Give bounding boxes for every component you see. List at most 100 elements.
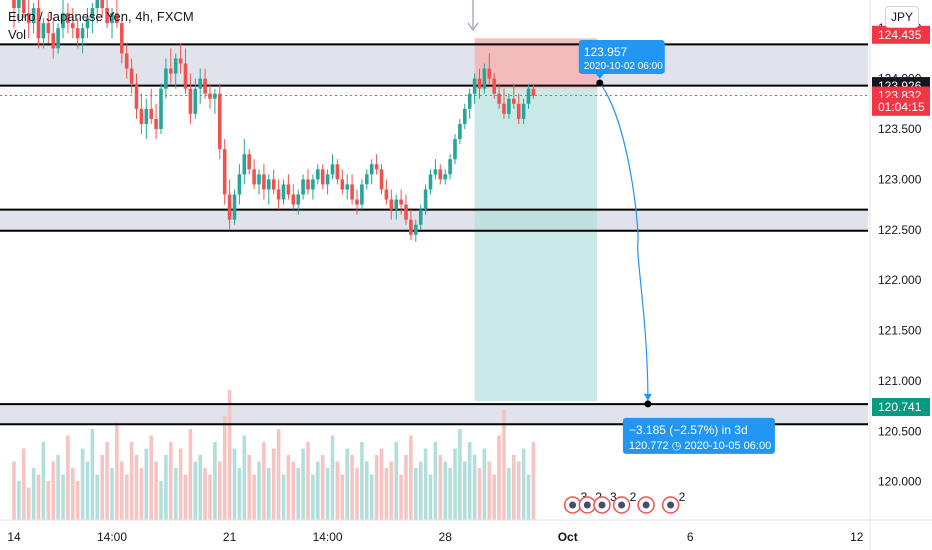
start-callout-price: 123.957 xyxy=(584,45,628,59)
candle-body xyxy=(281,184,286,200)
volume-bar xyxy=(80,448,85,520)
volume-bar xyxy=(301,448,305,520)
candle-body xyxy=(183,63,188,89)
candle-body xyxy=(443,174,447,180)
candle-body xyxy=(247,154,251,170)
projection-end-dot[interactable] xyxy=(644,400,652,408)
volume-label: Vol xyxy=(8,27,27,42)
arrow-head-icon xyxy=(467,22,479,31)
volume-bar xyxy=(340,474,345,520)
projection-start-dot[interactable] xyxy=(596,79,604,87)
volume-bar xyxy=(433,442,438,520)
volume-bar xyxy=(453,448,457,520)
candle-body xyxy=(124,53,129,69)
candle-body xyxy=(301,179,305,195)
volume-bar xyxy=(360,442,364,520)
volume-bar xyxy=(404,455,408,520)
volume-bar xyxy=(208,474,212,520)
candle-body xyxy=(267,179,271,190)
volume-bar xyxy=(71,468,75,520)
candle-body xyxy=(369,164,374,175)
volume-bar xyxy=(85,461,90,520)
candle-body xyxy=(467,93,472,109)
end-change-callout xyxy=(622,417,775,454)
volume-bar xyxy=(418,461,423,520)
candle-body xyxy=(193,88,198,114)
candle-body xyxy=(458,123,462,140)
sr-zone xyxy=(0,209,868,231)
candle-body xyxy=(237,174,242,195)
volume-bar xyxy=(56,455,60,520)
volume-bar xyxy=(458,429,462,520)
candle-body xyxy=(497,93,501,104)
candle-body xyxy=(345,184,349,190)
volume-bar xyxy=(384,468,389,520)
currency-button[interactable]: JPY xyxy=(885,6,919,28)
candle-body xyxy=(507,98,511,114)
volume-bar xyxy=(296,468,300,520)
candle-body xyxy=(365,174,369,185)
candle-body xyxy=(335,164,340,180)
candle-body xyxy=(144,108,149,124)
volume-bar xyxy=(46,481,51,520)
end-callout-detail: 120.772 ◷ 2020-10-05 06:00 xyxy=(629,440,771,452)
candle-body xyxy=(222,149,227,195)
volume-bar xyxy=(193,461,198,520)
volume-bar xyxy=(330,435,335,520)
volume-bar xyxy=(120,461,124,520)
volume-bar xyxy=(183,474,188,520)
economic-event-dot xyxy=(598,501,606,509)
volume-bar xyxy=(316,461,320,520)
volume-bar xyxy=(169,442,173,520)
candle-body xyxy=(355,199,359,205)
volume-bar xyxy=(487,461,492,520)
volume-bar xyxy=(482,448,487,520)
price-tick-label: 123.500 xyxy=(878,122,922,136)
volume-bar xyxy=(173,468,178,520)
candle-body xyxy=(17,0,21,9)
candle-body xyxy=(306,179,310,190)
candle-body xyxy=(56,28,60,49)
candle-body xyxy=(36,8,41,39)
volume-bar xyxy=(17,481,21,520)
volume-bar xyxy=(22,448,26,520)
volume-bar xyxy=(516,461,521,520)
volume-bar xyxy=(222,416,227,520)
candle-body xyxy=(286,184,291,195)
start-price-callout xyxy=(578,39,665,74)
volume-bar xyxy=(428,474,433,520)
candle-body xyxy=(232,194,237,220)
time-tick-label: 6 xyxy=(687,530,694,544)
candle-body xyxy=(75,28,80,39)
candle-body xyxy=(178,58,183,64)
projection-curve[interactable] xyxy=(599,82,649,400)
price-tag xyxy=(872,97,930,116)
economic-event-dot xyxy=(583,501,591,509)
time-tick-label: 12 xyxy=(850,530,864,544)
volume-bar xyxy=(188,429,193,520)
candle-body xyxy=(316,169,320,180)
volume-bar xyxy=(213,442,217,520)
volume-bar xyxy=(61,474,65,520)
volume-bar xyxy=(115,422,119,520)
volume-bar xyxy=(159,481,163,520)
candle-body xyxy=(242,154,247,175)
volume-bar xyxy=(409,435,413,520)
volume-bar xyxy=(276,429,281,520)
candle-body xyxy=(399,199,403,205)
volume-bar xyxy=(394,442,398,520)
take-profit-zone[interactable] xyxy=(474,88,598,402)
volume-bar xyxy=(90,429,95,520)
candle-body xyxy=(51,33,55,49)
volume-bar xyxy=(531,442,536,520)
sr-zone xyxy=(0,44,868,86)
volume-bar xyxy=(492,474,496,520)
candle-body xyxy=(218,93,222,150)
candle-body xyxy=(227,194,232,220)
event-count: 3 xyxy=(610,490,617,504)
candle-body xyxy=(134,83,139,109)
candle-body xyxy=(512,98,516,104)
candle-body xyxy=(41,23,46,39)
candle-body xyxy=(320,169,325,185)
